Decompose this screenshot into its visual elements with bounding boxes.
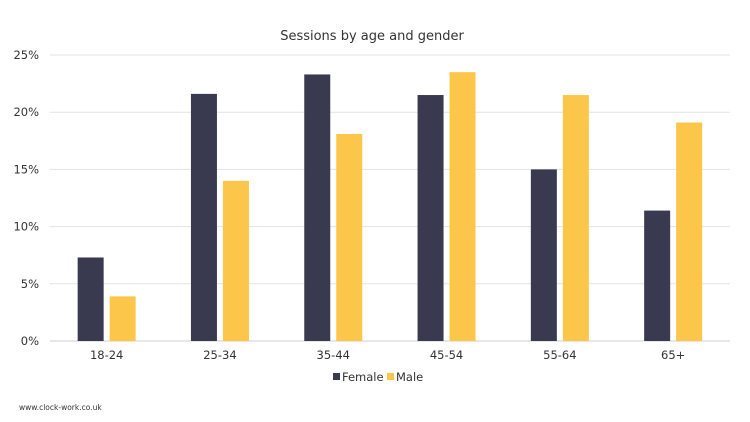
x-axis-ticks: 18-24 25-34 35-44 45-54 55-64 65+ [90, 348, 685, 362]
bar-male-65+ [676, 122, 703, 341]
legend: Female Male [333, 370, 423, 384]
bars [77, 72, 703, 341]
bar-female-45-54 [417, 95, 444, 341]
y-tick-label: 15% [13, 162, 39, 176]
source-url: www.clock-work.co.uk [19, 403, 102, 412]
y-tick-label: 20% [13, 105, 39, 119]
bar-female-35-44 [304, 74, 331, 341]
bar-male-25-34 [222, 180, 249, 341]
legend-label-female: Female [342, 370, 384, 384]
x-tick-label: 35-44 [317, 348, 350, 362]
legend-swatch-female [333, 373, 340, 380]
bar-female-55-64 [530, 169, 557, 341]
x-tick-label: 55-64 [543, 348, 576, 362]
y-axis-ticks: 0% 5% 10% 15% 20% 25% [13, 48, 39, 348]
gridlines [50, 54, 730, 342]
y-tick-label: 5% [21, 277, 39, 291]
legend-swatch-male [387, 373, 394, 380]
y-tick-label: 0% [21, 334, 39, 348]
x-tick-label: 25-34 [203, 348, 236, 362]
bar-female-25-34 [190, 93, 217, 341]
bar-male-55-64 [562, 95, 589, 341]
bar-male-45-54 [449, 72, 476, 341]
chart-title: Sessions by age and gender [280, 29, 464, 44]
y-tick-label: 25% [13, 48, 39, 62]
bar-male-18-24 [109, 296, 136, 341]
x-tick-label: 18-24 [90, 348, 123, 362]
legend-label-male: Male [396, 370, 423, 384]
bar-male-35-44 [336, 133, 363, 341]
y-tick-label: 10% [13, 220, 39, 234]
x-tick-label: 65+ [661, 348, 685, 362]
x-tick-label: 45-54 [430, 348, 463, 362]
bar-female-65+ [644, 210, 671, 341]
bar-female-18-24 [77, 257, 104, 341]
